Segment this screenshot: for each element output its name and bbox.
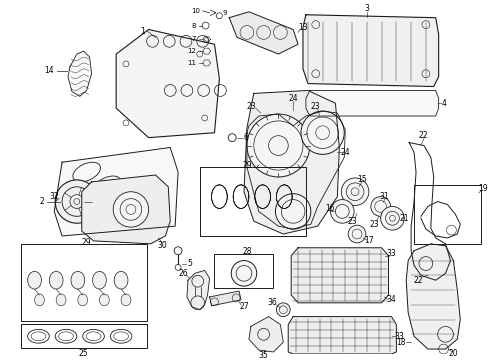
Text: 15: 15	[357, 175, 367, 184]
Circle shape	[113, 192, 148, 227]
Text: 2: 2	[40, 197, 45, 206]
Polygon shape	[244, 90, 340, 234]
Polygon shape	[406, 244, 460, 349]
Text: 22: 22	[413, 276, 423, 285]
Text: 12: 12	[187, 48, 196, 54]
Ellipse shape	[93, 271, 106, 289]
Polygon shape	[82, 175, 170, 244]
Polygon shape	[116, 30, 220, 138]
Circle shape	[330, 199, 354, 223]
Bar	[21, 324, 147, 348]
Circle shape	[381, 207, 404, 230]
Text: 29: 29	[82, 238, 92, 247]
Text: 23: 23	[311, 102, 320, 111]
Text: 6: 6	[244, 133, 248, 142]
Polygon shape	[288, 316, 396, 354]
Text: 5: 5	[188, 259, 193, 268]
Circle shape	[301, 111, 344, 154]
Text: 22: 22	[418, 131, 428, 140]
Text: 33: 33	[387, 249, 396, 258]
Text: 20: 20	[448, 350, 458, 359]
Circle shape	[276, 303, 290, 316]
Circle shape	[231, 261, 257, 286]
Ellipse shape	[99, 294, 109, 306]
Ellipse shape	[121, 294, 131, 306]
Polygon shape	[303, 15, 439, 86]
Text: 8: 8	[191, 23, 196, 28]
Circle shape	[342, 178, 369, 206]
Text: 30: 30	[157, 241, 167, 250]
Text: 27: 27	[239, 302, 249, 311]
Polygon shape	[210, 291, 241, 306]
Text: 13: 13	[298, 23, 308, 32]
Circle shape	[55, 180, 98, 223]
Bar	[200, 167, 306, 236]
Ellipse shape	[49, 271, 63, 289]
Text: 29: 29	[242, 161, 252, 170]
Text: 36: 36	[268, 298, 277, 307]
Text: 28: 28	[242, 247, 252, 256]
Text: 25: 25	[79, 350, 89, 359]
Text: 19: 19	[478, 184, 488, 193]
Text: 32: 32	[49, 192, 59, 201]
Circle shape	[371, 197, 391, 216]
Text: 7: 7	[191, 36, 196, 42]
Text: 23: 23	[347, 217, 357, 226]
Text: 26: 26	[178, 269, 188, 278]
Circle shape	[348, 225, 366, 243]
Text: 4: 4	[441, 99, 446, 108]
Ellipse shape	[35, 294, 45, 306]
Ellipse shape	[114, 271, 128, 289]
Text: 34: 34	[387, 296, 396, 305]
Text: 31: 31	[380, 192, 390, 201]
Polygon shape	[229, 12, 298, 54]
Text: 14: 14	[45, 66, 54, 75]
Ellipse shape	[71, 271, 85, 289]
Ellipse shape	[56, 294, 66, 306]
Bar	[21, 244, 147, 320]
Bar	[414, 185, 481, 244]
Circle shape	[247, 114, 310, 177]
Text: 33: 33	[394, 332, 404, 341]
Ellipse shape	[78, 294, 88, 306]
Text: 35: 35	[259, 351, 269, 360]
Text: 24: 24	[288, 94, 298, 103]
Text: 16: 16	[326, 204, 335, 213]
Polygon shape	[291, 248, 389, 303]
Text: 23: 23	[246, 102, 256, 111]
Polygon shape	[306, 90, 439, 116]
Ellipse shape	[27, 271, 42, 289]
Text: 1: 1	[140, 27, 145, 36]
Circle shape	[275, 194, 311, 229]
Text: 3: 3	[365, 4, 369, 13]
Polygon shape	[54, 148, 178, 236]
Text: 11: 11	[187, 60, 196, 66]
Polygon shape	[249, 316, 283, 352]
Text: 9: 9	[222, 10, 226, 16]
Text: 23: 23	[370, 220, 380, 229]
Text: 21: 21	[399, 214, 409, 223]
Text: 24: 24	[341, 148, 350, 157]
Text: 18: 18	[396, 338, 406, 347]
Text: 17: 17	[364, 237, 374, 246]
Bar	[215, 254, 273, 288]
Polygon shape	[68, 51, 92, 96]
Text: 10: 10	[191, 8, 200, 14]
Polygon shape	[187, 270, 210, 310]
